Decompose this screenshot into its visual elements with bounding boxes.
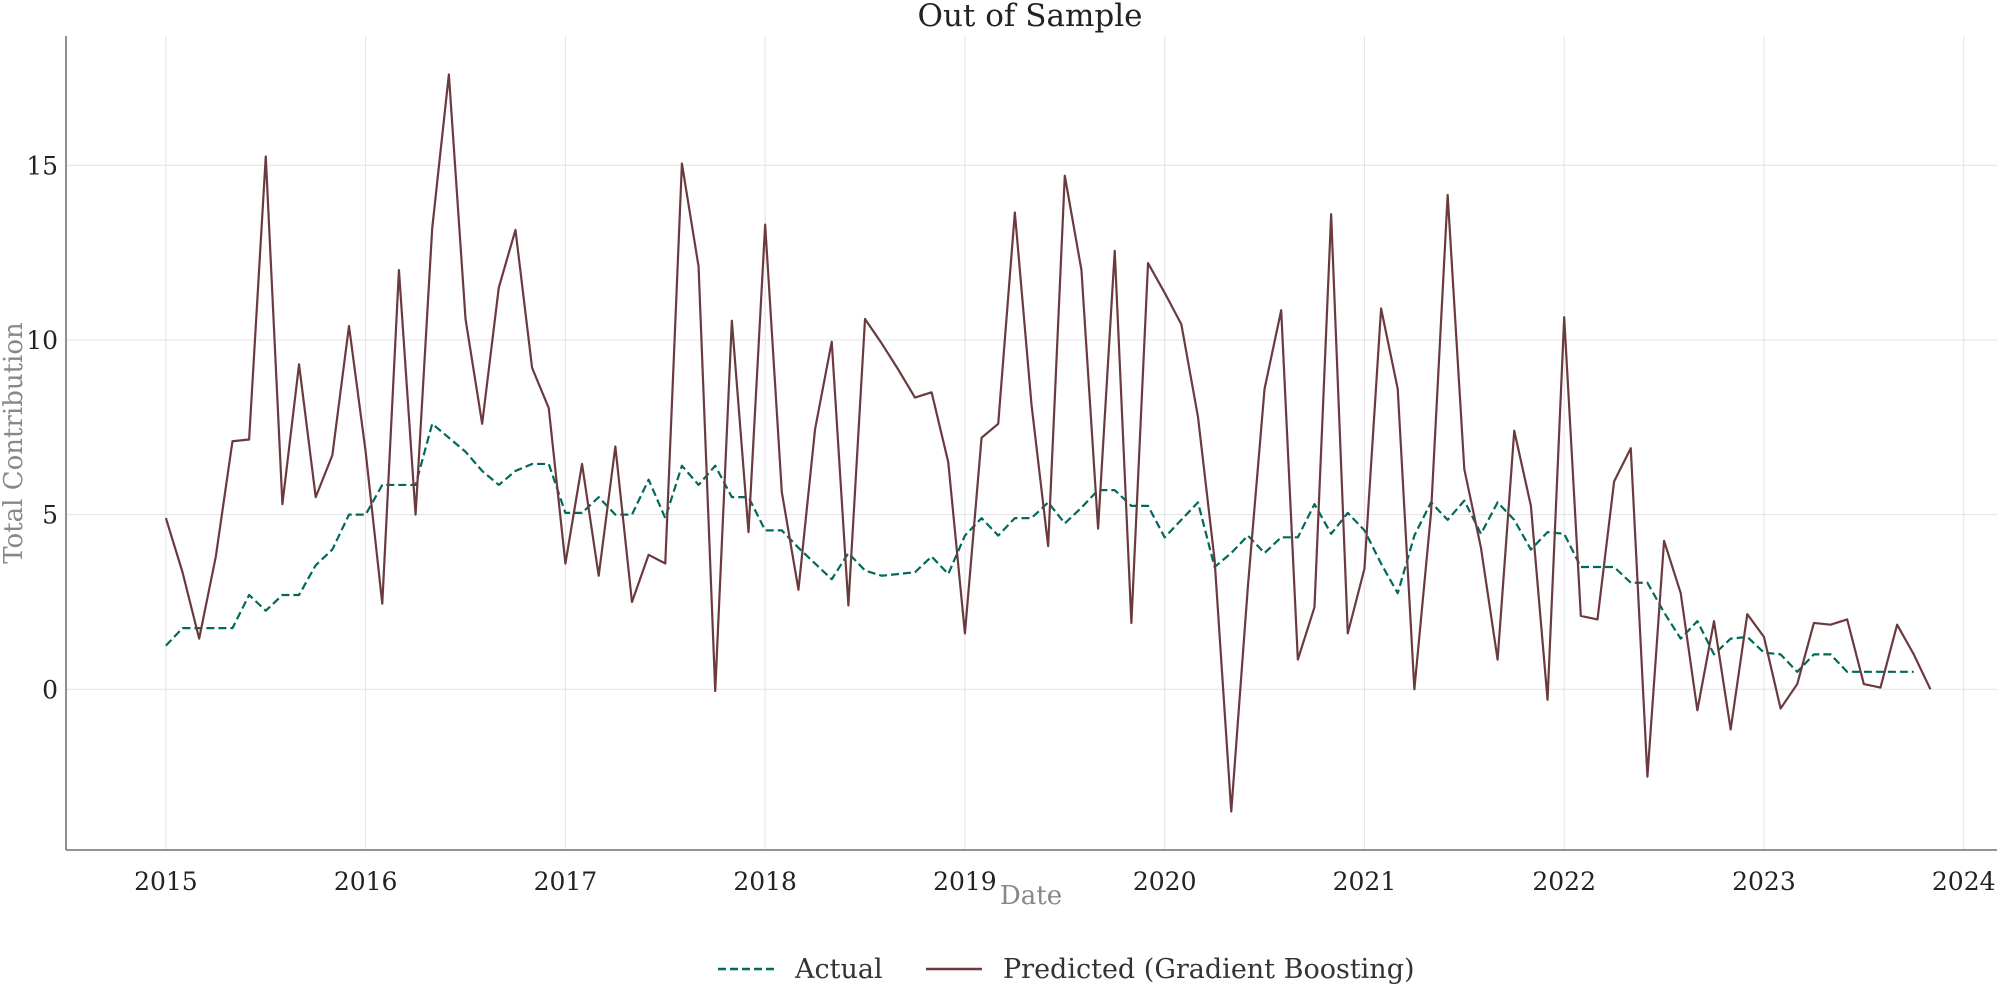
chart-title: Out of Sample: [918, 0, 1143, 34]
legend-label: Actual: [794, 954, 883, 985]
series-line-predicted: [164, 73, 1932, 813]
x-tick-label: 2024: [1932, 867, 1996, 896]
tick-labels: 2015 2016 2017 2018 2019 2020 2021 2022 2023 2024…: [26, 151, 1995, 896]
x-tick-label: 2015: [134, 867, 198, 896]
x-tick-label: 2023: [1732, 867, 1796, 896]
legend-label: Predicted (Gradient Boosting): [1003, 954, 1415, 985]
y-tick-label: 15: [26, 151, 58, 180]
grid: [66, 36, 1997, 850]
axes: [65, 36, 1997, 851]
x-tick-label: 2020: [1133, 867, 1197, 896]
series: [164, 73, 1932, 813]
y-tick-label: 10: [26, 326, 58, 355]
y-tick-label: 5: [42, 501, 58, 530]
x-tick-label: 2017: [534, 867, 598, 896]
x-tick-label: 2022: [1532, 867, 1596, 896]
x-tick-label: 2021: [1333, 867, 1397, 896]
series-line-actual: [165, 422, 1914, 673]
legend: Actual Predicted (Gradient Boosting): [718, 954, 1415, 985]
x-tick-label: 2019: [933, 867, 997, 896]
x-tick-label: 2016: [334, 867, 398, 896]
x-tick-label: 2018: [733, 867, 797, 896]
x-axis-label: Date: [1000, 881, 1062, 911]
y-tick-label: 0: [42, 675, 58, 704]
y-axis-label: Total Contribution: [0, 322, 29, 564]
